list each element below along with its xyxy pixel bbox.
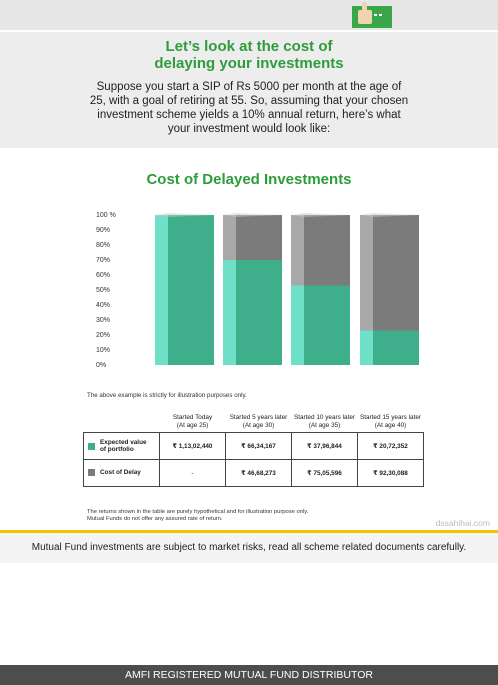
chart: Cost of Delayed Investments 0% 10% 20% 30% 4… <box>96 171 419 369</box>
color-swatch <box>88 469 95 477</box>
bar-side <box>291 285 304 365</box>
header-line: Started 10 years later <box>293 414 356 421</box>
table-cell: ₹ 66,34,167 <box>225 432 292 460</box>
bar-segment <box>223 260 282 365</box>
column-header: Started 15 years later (At age 40) <box>358 414 424 433</box>
bar-segment <box>291 285 350 365</box>
header-line: Started 15 years later <box>359 414 422 421</box>
y-tick-label: 50% <box>96 287 110 294</box>
divider <box>0 530 498 533</box>
intro-text: Suppose you start a SIP of Rs 5000 per m… <box>70 80 428 136</box>
table-row: Expected value of portfolio ₹ 1,13,02,440… <box>83 432 424 460</box>
bar-segment <box>360 215 419 331</box>
bar-segment <box>223 215 282 260</box>
footnote-line: Mutual Funds do not offer any assured ra… <box>87 516 223 522</box>
table-cell: ₹ 1,13,02,440 <box>159 432 226 460</box>
bar-side <box>223 260 236 365</box>
y-tick-label: 30% <box>96 317 110 324</box>
bar-side <box>223 215 236 260</box>
y-tick-label: 0% <box>96 362 106 369</box>
text-line: your investment would look like: <box>167 123 331 135</box>
footer: AMFI REGISTERED MUTUAL FUND DISTRIBUTOR <box>0 665 498 685</box>
bar-top <box>223 213 282 217</box>
watermark: dssahihai.com <box>435 518 490 528</box>
table-row: Cost of Delay - ₹ 46,68,273 ₹ 75,05,596 ₹ 92… <box>83 459 424 487</box>
table: Started Today (At age 25) Started 5 years … <box>83 414 424 487</box>
color-swatch <box>88 442 95 450</box>
column-header: Started Today (At age 25) <box>160 414 226 433</box>
chart-title: Cost of Delayed Investments <box>146 171 351 188</box>
disclaimer: Mutual Fund investments are subject to m… <box>0 533 498 563</box>
y-tick-label: 10% <box>96 347 110 354</box>
bar-side <box>360 330 373 365</box>
footnote-line: The returns shown in the table are purel… <box>87 509 309 515</box>
table-cell: ₹ 75,05,596 <box>291 459 358 487</box>
y-tick-label: 90% <box>96 227 110 234</box>
row-label: Cost of Delay <box>100 469 141 477</box>
column-header: Started 10 years later (At age 35) <box>292 414 358 433</box>
thumbs-up-icon <box>352 2 392 28</box>
bar-segment <box>155 215 214 365</box>
table-cell: ₹ 92,30,088 <box>357 459 424 487</box>
bar-side <box>360 215 373 331</box>
intro-title: Let’s look at the cost of delaying your … <box>0 38 498 72</box>
top-band <box>0 0 498 30</box>
bar-top <box>155 213 214 217</box>
table-body: Expected value of portfolio ₹ 1,13,02,440… <box>83 432 424 487</box>
text-line: 25, with a goal of retiring at 55. So, a… <box>89 95 409 107</box>
table-cell: - <box>159 459 226 487</box>
header-row: Started Today (At age 25) Started 5 years … <box>84 414 424 433</box>
column-header: Started 5 years later (At age 30) <box>226 414 292 433</box>
title-line: Let’s look at the cost of <box>165 38 333 55</box>
table-cell: ₹ 20,72,352 <box>357 432 424 460</box>
bar-segment <box>360 330 419 365</box>
bar-top <box>291 213 350 217</box>
text-line: Suppose you start a SIP of Rs 5000 per m… <box>96 81 402 93</box>
y-tick-label: 80% <box>96 242 110 249</box>
y-tick-label: 70% <box>96 257 110 264</box>
bar-segment <box>291 215 350 286</box>
footnote: The returns shown in the table are purel… <box>87 509 387 523</box>
bar-side <box>155 215 168 365</box>
y-tick-label: 100 % <box>96 212 116 219</box>
title-line: delaying your investments <box>154 55 344 72</box>
text-line: investment scheme yields a 10% annual re… <box>97 109 401 121</box>
header-line: Started Today <box>172 414 213 421</box>
header-line: (At age 35) <box>308 421 341 429</box>
table-cell: ₹ 46,68,273 <box>225 459 292 487</box>
header-line: (At age 40) <box>374 421 407 429</box>
row-label-cell: Cost of Delay <box>83 459 160 487</box>
bar-side <box>291 215 304 286</box>
intro-band <box>0 32 498 148</box>
y-tick-label: 60% <box>96 272 110 279</box>
y-tick-label: 40% <box>96 302 110 309</box>
header-line: Started 5 years later <box>229 414 288 421</box>
table-cell: ₹ 37,96,844 <box>291 432 358 460</box>
y-tick-label: 20% <box>96 332 110 339</box>
note: The above example is strictly for illust… <box>87 392 247 399</box>
header-line: (At age 30) <box>242 421 275 429</box>
row-label: Expected value of portfolio <box>100 439 147 453</box>
corner <box>84 414 160 433</box>
header-line: (At age 25) <box>176 421 209 429</box>
bar-top <box>360 213 419 217</box>
row-label-cell: Expected value of portfolio <box>83 432 160 460</box>
